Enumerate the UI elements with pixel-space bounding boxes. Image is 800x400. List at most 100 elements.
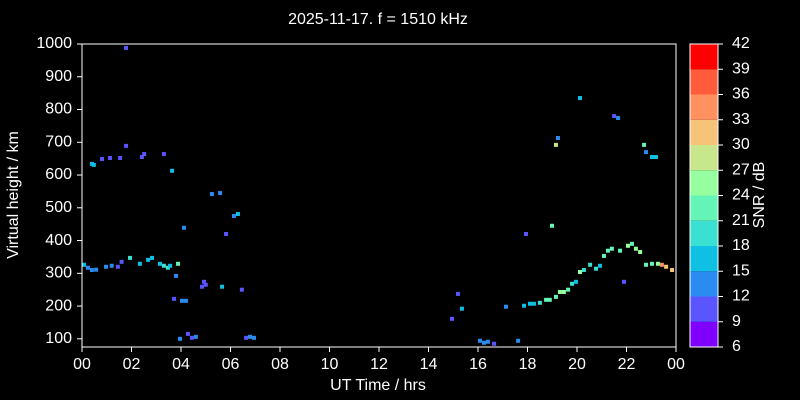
colorbar-tick-label: 18 [732, 237, 750, 254]
point [547, 297, 552, 302]
point [544, 297, 549, 302]
x-tick-label: 00 [667, 356, 685, 373]
y-tick-label: 200 [45, 297, 72, 314]
point [176, 261, 181, 266]
colorbar-tick-label: 42 [732, 35, 750, 52]
x-tick-label: 00 [73, 356, 91, 373]
point [553, 294, 558, 299]
x-axis-label: UT Time / hrs [330, 377, 426, 394]
point [642, 142, 647, 147]
point [581, 268, 586, 273]
point [594, 266, 599, 271]
colorbar-tick-label: 12 [732, 288, 750, 305]
point [598, 263, 603, 268]
point [459, 306, 464, 311]
colorbar-band [690, 170, 718, 196]
point [555, 136, 560, 141]
colorbar-tick-label: 39 [732, 60, 750, 77]
point [655, 261, 660, 266]
point [165, 265, 170, 270]
point [224, 231, 229, 236]
y-tick-label: 600 [45, 166, 72, 183]
point [248, 334, 253, 339]
point [550, 223, 555, 228]
point [574, 279, 579, 284]
point [553, 142, 558, 147]
point [161, 152, 166, 157]
point [94, 267, 99, 272]
y-tick-label: 100 [45, 330, 72, 347]
point [142, 152, 147, 157]
x-tick-label: 14 [420, 356, 438, 373]
point [649, 261, 654, 266]
colorbar-band [690, 69, 718, 95]
point [605, 248, 610, 253]
point [566, 287, 571, 292]
y-tick-label: 1000 [36, 35, 72, 52]
x-tick-label: 18 [519, 356, 537, 373]
point [220, 284, 225, 289]
point [537, 300, 542, 305]
colorbar-band [690, 321, 718, 347]
point [128, 255, 133, 260]
colorbar-tick-label: 15 [732, 262, 750, 279]
colorbar-tick-label: 33 [732, 111, 750, 128]
point [612, 114, 617, 119]
point [168, 263, 173, 268]
y-tick-label: 800 [45, 101, 72, 118]
point [485, 339, 490, 344]
point [659, 262, 664, 267]
point [601, 253, 606, 258]
x-tick-label: 12 [370, 356, 388, 373]
colorbar-band [690, 246, 718, 272]
point [244, 335, 249, 340]
point [209, 192, 214, 197]
point [89, 268, 94, 273]
y-tick-label: 300 [45, 265, 72, 282]
x-tick-label: 16 [469, 356, 487, 373]
y-tick-label: 700 [45, 133, 72, 150]
point [616, 116, 621, 121]
chart-title: 2025-11-17. f = 1510 kHz [288, 11, 468, 28]
point [181, 225, 186, 230]
point [137, 261, 142, 266]
point [146, 257, 151, 262]
point [252, 335, 257, 340]
point [670, 268, 675, 273]
point [644, 150, 649, 155]
point [588, 262, 593, 267]
point [157, 261, 162, 266]
colorbar-band [690, 145, 718, 171]
point [218, 191, 223, 196]
point [150, 255, 155, 260]
point [189, 335, 194, 340]
point [200, 284, 205, 289]
colorbar-tick-label: 24 [732, 187, 750, 204]
point [193, 334, 198, 339]
point [104, 264, 109, 269]
point [524, 231, 529, 236]
point [119, 259, 124, 264]
point [109, 263, 114, 268]
y-axis-label: Virtual height / km [5, 131, 22, 259]
point [561, 289, 566, 294]
x-tick-label: 06 [222, 356, 240, 373]
point [503, 304, 508, 309]
point [124, 143, 129, 148]
point [183, 298, 188, 303]
colorbar-tick-label: 36 [732, 86, 750, 103]
colorbar-band [690, 94, 718, 120]
point [516, 338, 521, 343]
point [629, 241, 634, 246]
point [644, 262, 649, 267]
colorbar-band [690, 220, 718, 246]
point [118, 155, 123, 160]
point [577, 269, 582, 274]
x-tick-label: 22 [618, 356, 636, 373]
point [235, 212, 240, 217]
point [107, 155, 112, 160]
point [231, 213, 236, 218]
colorbar-band [690, 44, 718, 70]
